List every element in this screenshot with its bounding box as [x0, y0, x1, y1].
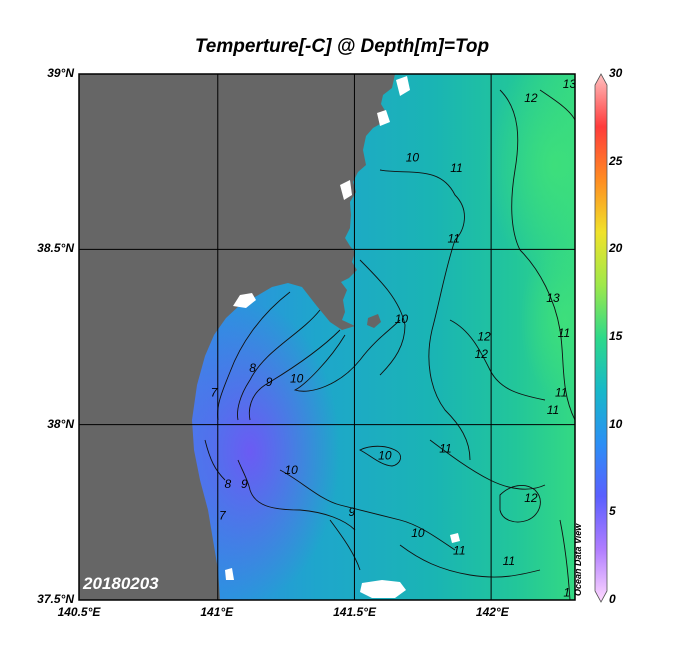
colorbar-tick-label: 10 [609, 416, 623, 431]
contour-label: 13 [546, 291, 560, 305]
longitude-label: 141.5°E [333, 605, 376, 619]
contour-label: 11 [448, 231, 460, 245]
cold-water-region [190, 270, 390, 600]
coastline-gaps [225, 76, 460, 598]
contour-label: 11 [450, 161, 462, 175]
contour-label: 10 [406, 151, 420, 165]
ocean-data-view-watermark: Ocean Data View [573, 523, 583, 596]
contour-label: 9 [241, 477, 248, 491]
warm-water-region-east [520, 240, 575, 400]
contour-label: 11 [547, 403, 559, 417]
colorbar-tick-label: 20 [609, 241, 623, 256]
longitude-label: 141°E [200, 605, 234, 619]
colorbar-tick-label: 5 [609, 504, 616, 519]
land-mass-small [367, 314, 381, 328]
contour-label: 9 [266, 375, 273, 389]
contour-label: 8 [249, 361, 256, 375]
contour-label: 1 [563, 585, 570, 599]
contour-label: 10 [378, 449, 392, 463]
contour-label: 12 [475, 347, 489, 361]
colorbar-tick-label: 0 [609, 592, 616, 606]
colorbar-tick-label: 15 [609, 329, 623, 343]
contour-label: 7 [211, 386, 219, 400]
latitude-label: 38.5°N [37, 241, 74, 256]
contour-label: 12 [524, 491, 538, 505]
longitude-label: 142°E [475, 605, 509, 619]
land-mass [79, 74, 395, 600]
contour-label: 11 [439, 442, 451, 456]
map-title: Temperture[-C] @ Depth[m]=Top [194, 36, 490, 57]
contour-label: 10 [284, 463, 298, 477]
watermark-text: Ocean Data View [573, 523, 583, 596]
plot-area: 7788999101010101010111111111111111112121… [79, 74, 577, 600]
contour-label: 13 [563, 77, 577, 91]
contour-label: 7 [219, 508, 227, 522]
latitude-label: 37.5°N [37, 592, 74, 606]
contour-label: 12 [524, 91, 538, 105]
contour-label: 10 [411, 526, 425, 540]
contour-labels: 7788999101010101010111111111111111112121… [211, 77, 577, 599]
contour-label: 10 [290, 372, 304, 386]
contour-label: 10 [395, 312, 409, 326]
latitude-label: 38°N [47, 416, 74, 431]
warm-water-region-north [485, 74, 575, 275]
graticule [79, 74, 575, 600]
longitude-label: 140.5°E [57, 605, 101, 619]
contour-label: 12 [477, 330, 491, 344]
colorbar [594, 73, 608, 603]
contour-label: 11 [453, 543, 465, 557]
contour-label: 11 [503, 554, 515, 568]
temperature-isotherms [204, 89, 575, 600]
colorbar-tick-label: 25 [609, 153, 623, 168]
contour-label: 11 [555, 386, 567, 400]
contour-label: 8 [224, 477, 231, 491]
contour-label: 9 [348, 505, 355, 519]
date-stamp: 20180203 [83, 574, 159, 593]
plot-frame [78, 73, 576, 601]
colorbar-tick-label: 30 [609, 66, 623, 80]
latitude-label: 39°N [47, 66, 74, 80]
contour-label: 11 [558, 326, 570, 340]
